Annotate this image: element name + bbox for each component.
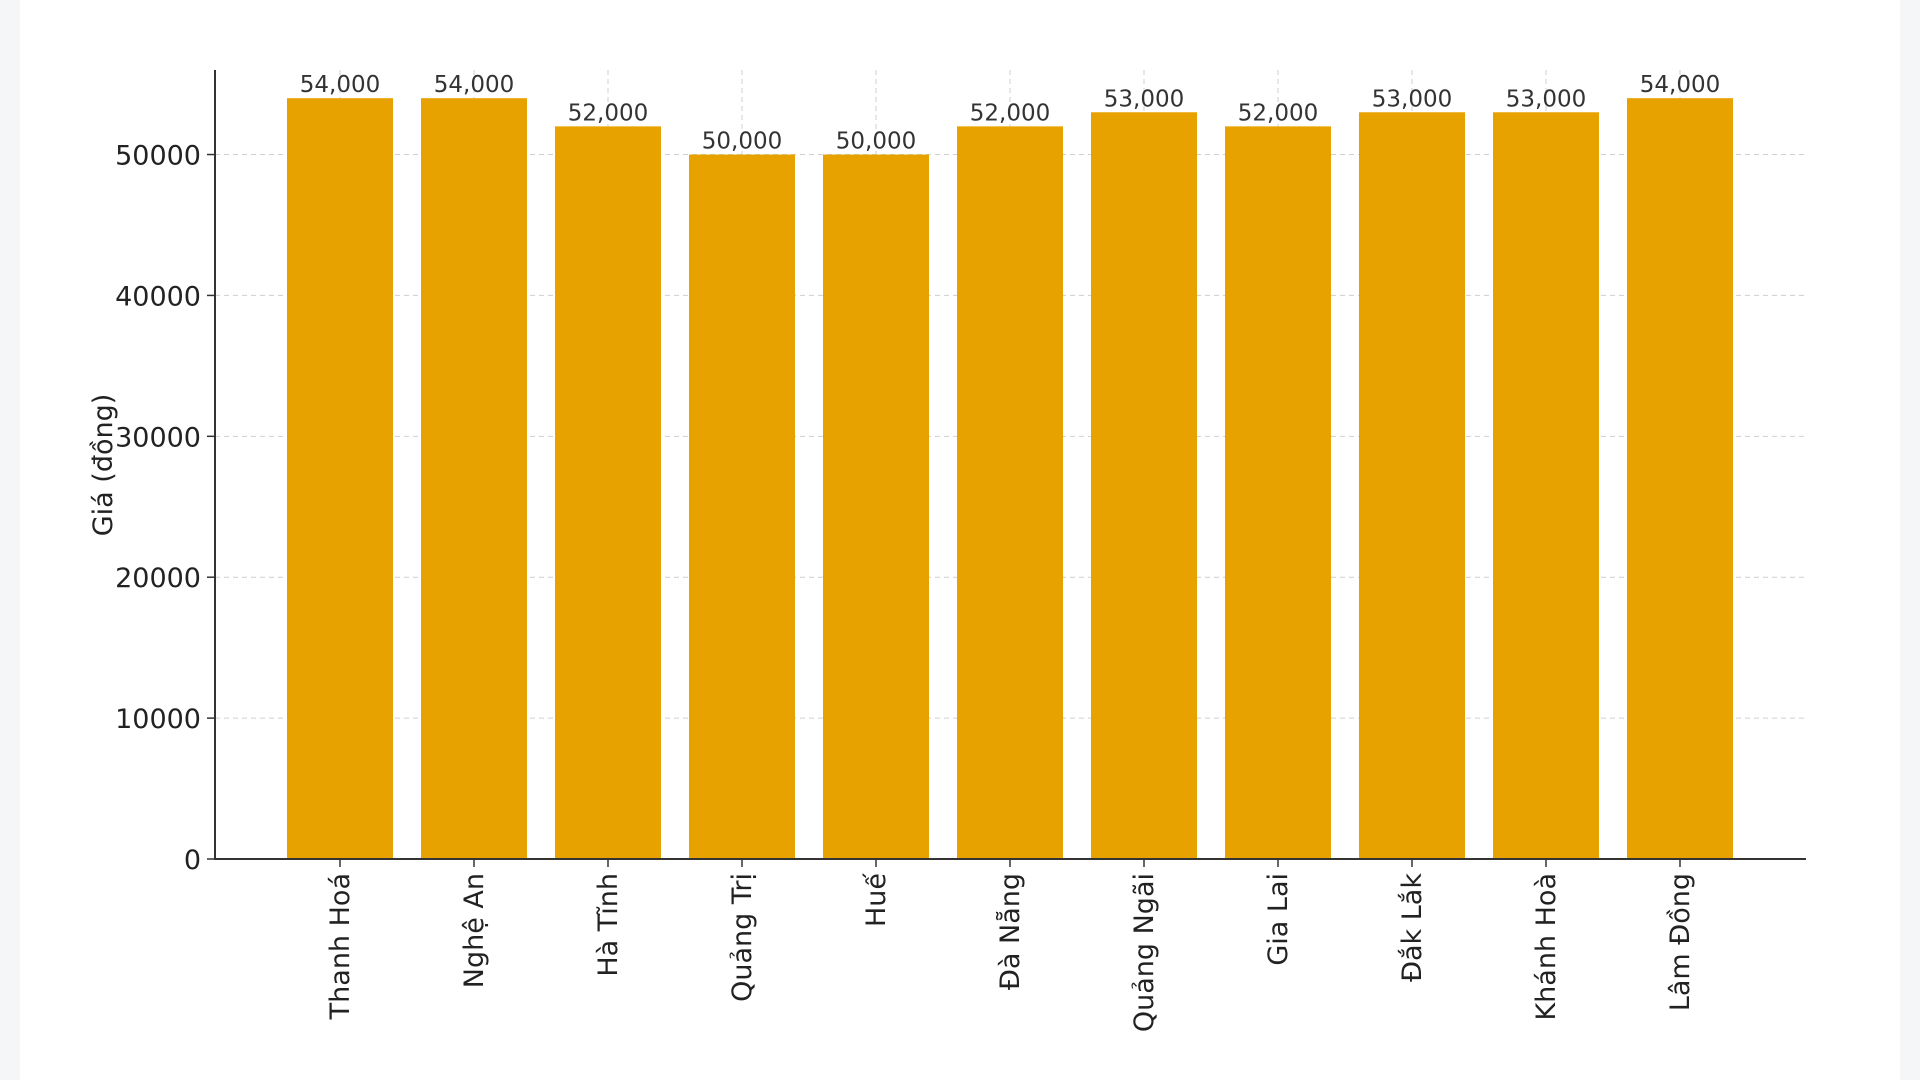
- bar: [957, 126, 1063, 860]
- bar-value-label: 52,000: [1238, 100, 1318, 126]
- bar-value-label: 53,000: [1104, 86, 1184, 112]
- y-tick-label: 10000: [115, 704, 201, 735]
- x-ticks: Thanh Hoá Nghệ An Hà Tĩnh Quảng Trị Huế Đà Nẵ…: [325, 859, 1696, 1032]
- bar: [421, 98, 527, 859]
- x-tick-label: Lâm Đồng: [1665, 873, 1696, 1011]
- bar: [1493, 112, 1599, 859]
- bar-value-label: 54,000: [300, 72, 380, 98]
- y-axis-title: Giá (đồng): [88, 394, 119, 537]
- bar-value-label: 52,000: [970, 100, 1050, 126]
- bar-chart: 54,000 54,000 52,000 50,000 50,000 52,000 53,0…: [88, 70, 1806, 1032]
- bar-value-labels: 54,000 54,000 52,000 50,000 50,000 52,000 53,0…: [300, 72, 1720, 154]
- bars: [287, 98, 1733, 860]
- x-tick-label: Đắk Lắk: [1397, 873, 1428, 982]
- bar: [689, 154, 795, 860]
- bar-value-label: 53,000: [1372, 86, 1452, 112]
- x-tick-label: Khánh Hoà: [1531, 873, 1562, 1021]
- x-tick-label: Nghệ An: [459, 873, 490, 988]
- x-tick-label: Đà Nẵng: [995, 873, 1026, 990]
- bar: [1627, 98, 1733, 859]
- x-tick-label: Quảng Ngãi: [1129, 873, 1160, 1032]
- bar: [823, 154, 929, 860]
- bar-value-label: 53,000: [1506, 86, 1586, 112]
- y-tick-label: 30000: [115, 422, 201, 453]
- bar-value-label: 54,000: [434, 72, 514, 98]
- x-tick-label: Quảng Trị: [727, 873, 758, 1002]
- bar: [1091, 112, 1197, 859]
- x-tick-label: Hà Tĩnh: [593, 873, 624, 977]
- bar: [1359, 112, 1465, 859]
- bar: [1225, 126, 1331, 860]
- y-tick-label: 50000: [115, 141, 201, 172]
- bar-value-label: 50,000: [702, 129, 782, 155]
- x-tick-label: Thanh Hoá: [325, 873, 356, 1020]
- bar-value-label: 50,000: [836, 129, 916, 155]
- x-tick-label: Gia Lai: [1263, 873, 1294, 966]
- y-tick-label: 0: [184, 845, 201, 876]
- bar-value-label: 52,000: [568, 100, 648, 126]
- y-tick-label: 20000: [115, 563, 201, 594]
- y-ticks: 0 10000 20000 30000 40000 50000: [115, 141, 215, 876]
- bar: [555, 126, 661, 860]
- x-tick-label: Huế: [861, 873, 892, 927]
- y-tick-label: 40000: [115, 281, 201, 312]
- bar-value-label: 54,000: [1640, 72, 1720, 98]
- chart-frame: 54,000 54,000 52,000 50,000 50,000 52,000 53,0…: [20, 0, 1900, 1080]
- bar: [287, 98, 393, 859]
